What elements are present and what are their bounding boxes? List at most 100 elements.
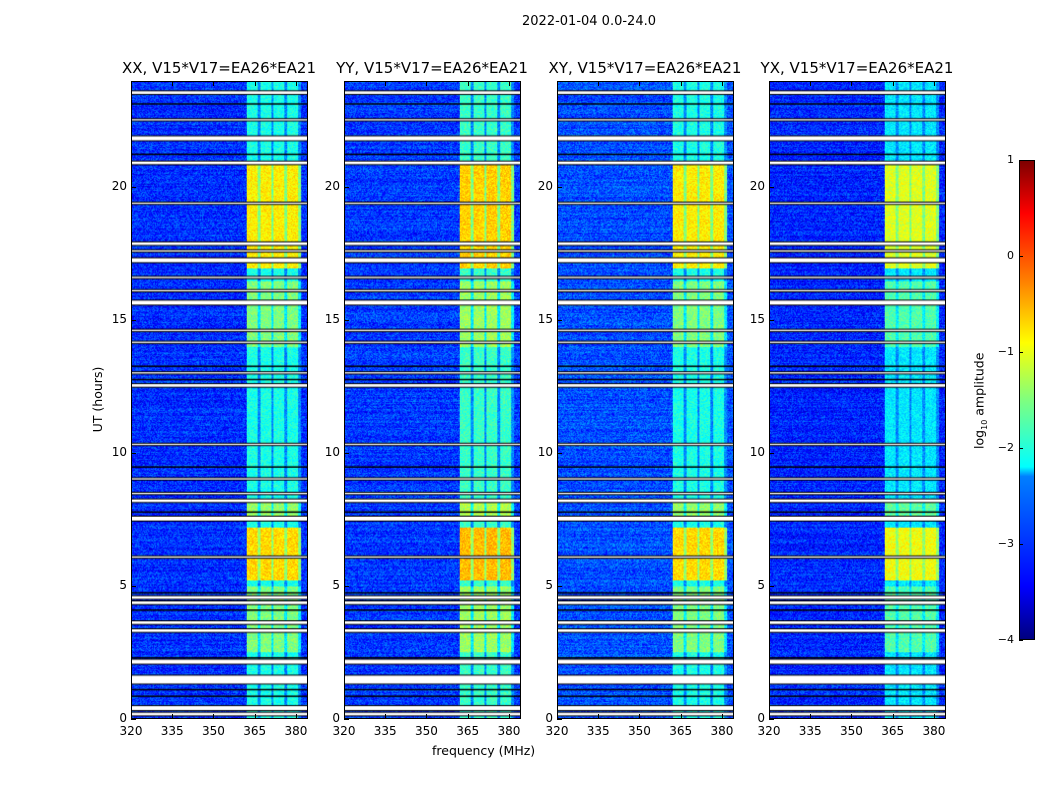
x-tick-mark — [810, 714, 812, 719]
x-tick-mark — [295, 81, 297, 86]
colorbar-tick-label: 1 — [1007, 153, 1014, 166]
x-tick-label: 380 — [922, 724, 946, 738]
x-tick-mark — [769, 714, 770, 719]
x-tick-label: 350 — [202, 724, 225, 738]
x-axis-label: frequency (MHz) — [432, 743, 536, 758]
x-tick-label: 335 — [373, 724, 397, 738]
x-tick-mark — [172, 81, 174, 86]
y-tick-label: 10 — [537, 445, 553, 460]
x-tick-mark — [680, 81, 682, 86]
y-tick-mark — [131, 320, 136, 322]
y-tick-mark — [131, 719, 136, 720]
x-tick-label: 320 — [332, 724, 356, 738]
spectrogram-heatmap — [558, 82, 733, 718]
y-tick-label: 5 — [332, 578, 340, 593]
colorbar-tick-mark — [1019, 544, 1023, 545]
y-tick-mark — [769, 320, 774, 322]
x-tick-mark — [557, 81, 558, 86]
x-tick-mark — [344, 81, 345, 86]
colorbar-tick-mark — [1019, 640, 1023, 641]
y-tick-mark — [769, 187, 774, 189]
x-tick-mark — [598, 81, 600, 86]
x-tick-mark — [508, 714, 510, 719]
y-tick-label: 0 — [545, 711, 553, 725]
y-tick-label: 5 — [119, 578, 127, 593]
colorbar-tick-label: −1 — [997, 345, 1014, 358]
y-tick-mark — [131, 453, 136, 455]
x-tick-label: 380 — [710, 724, 734, 738]
figure-suptitle: 2022-01-04 0.0-24.0 — [522, 14, 656, 29]
x-tick-mark — [892, 714, 894, 719]
x-tick-label: 320 — [119, 724, 143, 738]
x-tick-label: 320 — [545, 724, 569, 738]
x-tick-mark — [851, 714, 853, 719]
y-tick-mark — [557, 187, 562, 189]
y-tick-mark — [769, 719, 774, 720]
colorbar-tick-label: −2 — [997, 441, 1014, 454]
x-tick-mark — [892, 81, 894, 86]
x-tick-mark — [721, 81, 723, 86]
x-tick-mark — [213, 714, 215, 719]
x-tick-mark — [385, 81, 387, 86]
y-tick-label: 20 — [537, 179, 553, 194]
y-tick-label: 10 — [749, 445, 765, 460]
y-tick-label: 10 — [324, 445, 340, 460]
y-tick-label: 10 — [111, 445, 127, 460]
x-tick-mark — [721, 714, 723, 719]
panel-title: YX, V15*V17=EA26*EA21 — [760, 59, 954, 77]
y-tick-label: 15 — [111, 312, 127, 327]
x-tick-mark — [933, 81, 935, 86]
y-tick-label: 0 — [757, 711, 765, 725]
x-tick-mark — [851, 81, 853, 86]
colorbar — [1019, 160, 1035, 640]
x-tick-mark — [385, 714, 387, 719]
y-tick-mark — [131, 187, 136, 189]
x-tick-label: 365 — [243, 724, 267, 738]
y-tick-mark — [557, 719, 562, 720]
colorbar-tick-mark — [1019, 160, 1023, 161]
y-tick-label: 15 — [749, 312, 765, 327]
spectrogram-panel — [557, 81, 734, 719]
colorbar-tick-mark — [1019, 448, 1023, 449]
x-tick-mark — [769, 81, 770, 86]
x-tick-mark — [426, 81, 428, 86]
x-tick-label: 335 — [160, 724, 184, 738]
x-tick-mark — [213, 81, 215, 86]
panel-title: XX, V15*V17=EA26*EA21 — [121, 59, 316, 77]
panel-title: XY, V15*V17=EA26*EA21 — [548, 59, 742, 77]
y-tick-mark — [344, 586, 349, 588]
x-tick-mark — [131, 714, 132, 719]
y-tick-mark — [769, 453, 774, 455]
y-tick-mark — [557, 320, 562, 322]
spectrogram-panel — [344, 81, 521, 719]
x-tick-mark — [172, 714, 174, 719]
y-tick-mark — [344, 320, 349, 322]
y-tick-label: 20 — [749, 179, 765, 194]
x-tick-label: 350 — [840, 724, 863, 738]
y-tick-mark — [769, 586, 774, 588]
y-axis-label: UT (hours) — [90, 366, 105, 433]
colorbar-tick-mark — [1019, 256, 1023, 257]
y-tick-label: 0 — [332, 711, 340, 725]
x-tick-mark — [344, 714, 345, 719]
x-tick-label: 350 — [628, 724, 651, 738]
x-tick-label: 365 — [881, 724, 905, 738]
x-tick-mark — [933, 714, 935, 719]
y-tick-label: 5 — [545, 578, 553, 593]
spectrogram-panel — [131, 81, 308, 719]
x-tick-label: 350 — [415, 724, 438, 738]
x-tick-mark — [254, 714, 256, 719]
x-tick-mark — [131, 81, 132, 86]
y-tick-label: 15 — [537, 312, 553, 327]
y-tick-label: 15 — [324, 312, 340, 327]
x-tick-mark — [810, 81, 812, 86]
y-tick-mark — [557, 586, 562, 588]
y-tick-mark — [344, 453, 349, 455]
x-tick-label: 365 — [456, 724, 480, 738]
x-tick-mark — [639, 81, 641, 86]
x-tick-label: 320 — [757, 724, 781, 738]
y-tick-mark — [557, 453, 562, 455]
colorbar-label: log10 amplitude — [971, 352, 989, 449]
y-tick-label: 5 — [757, 578, 765, 593]
